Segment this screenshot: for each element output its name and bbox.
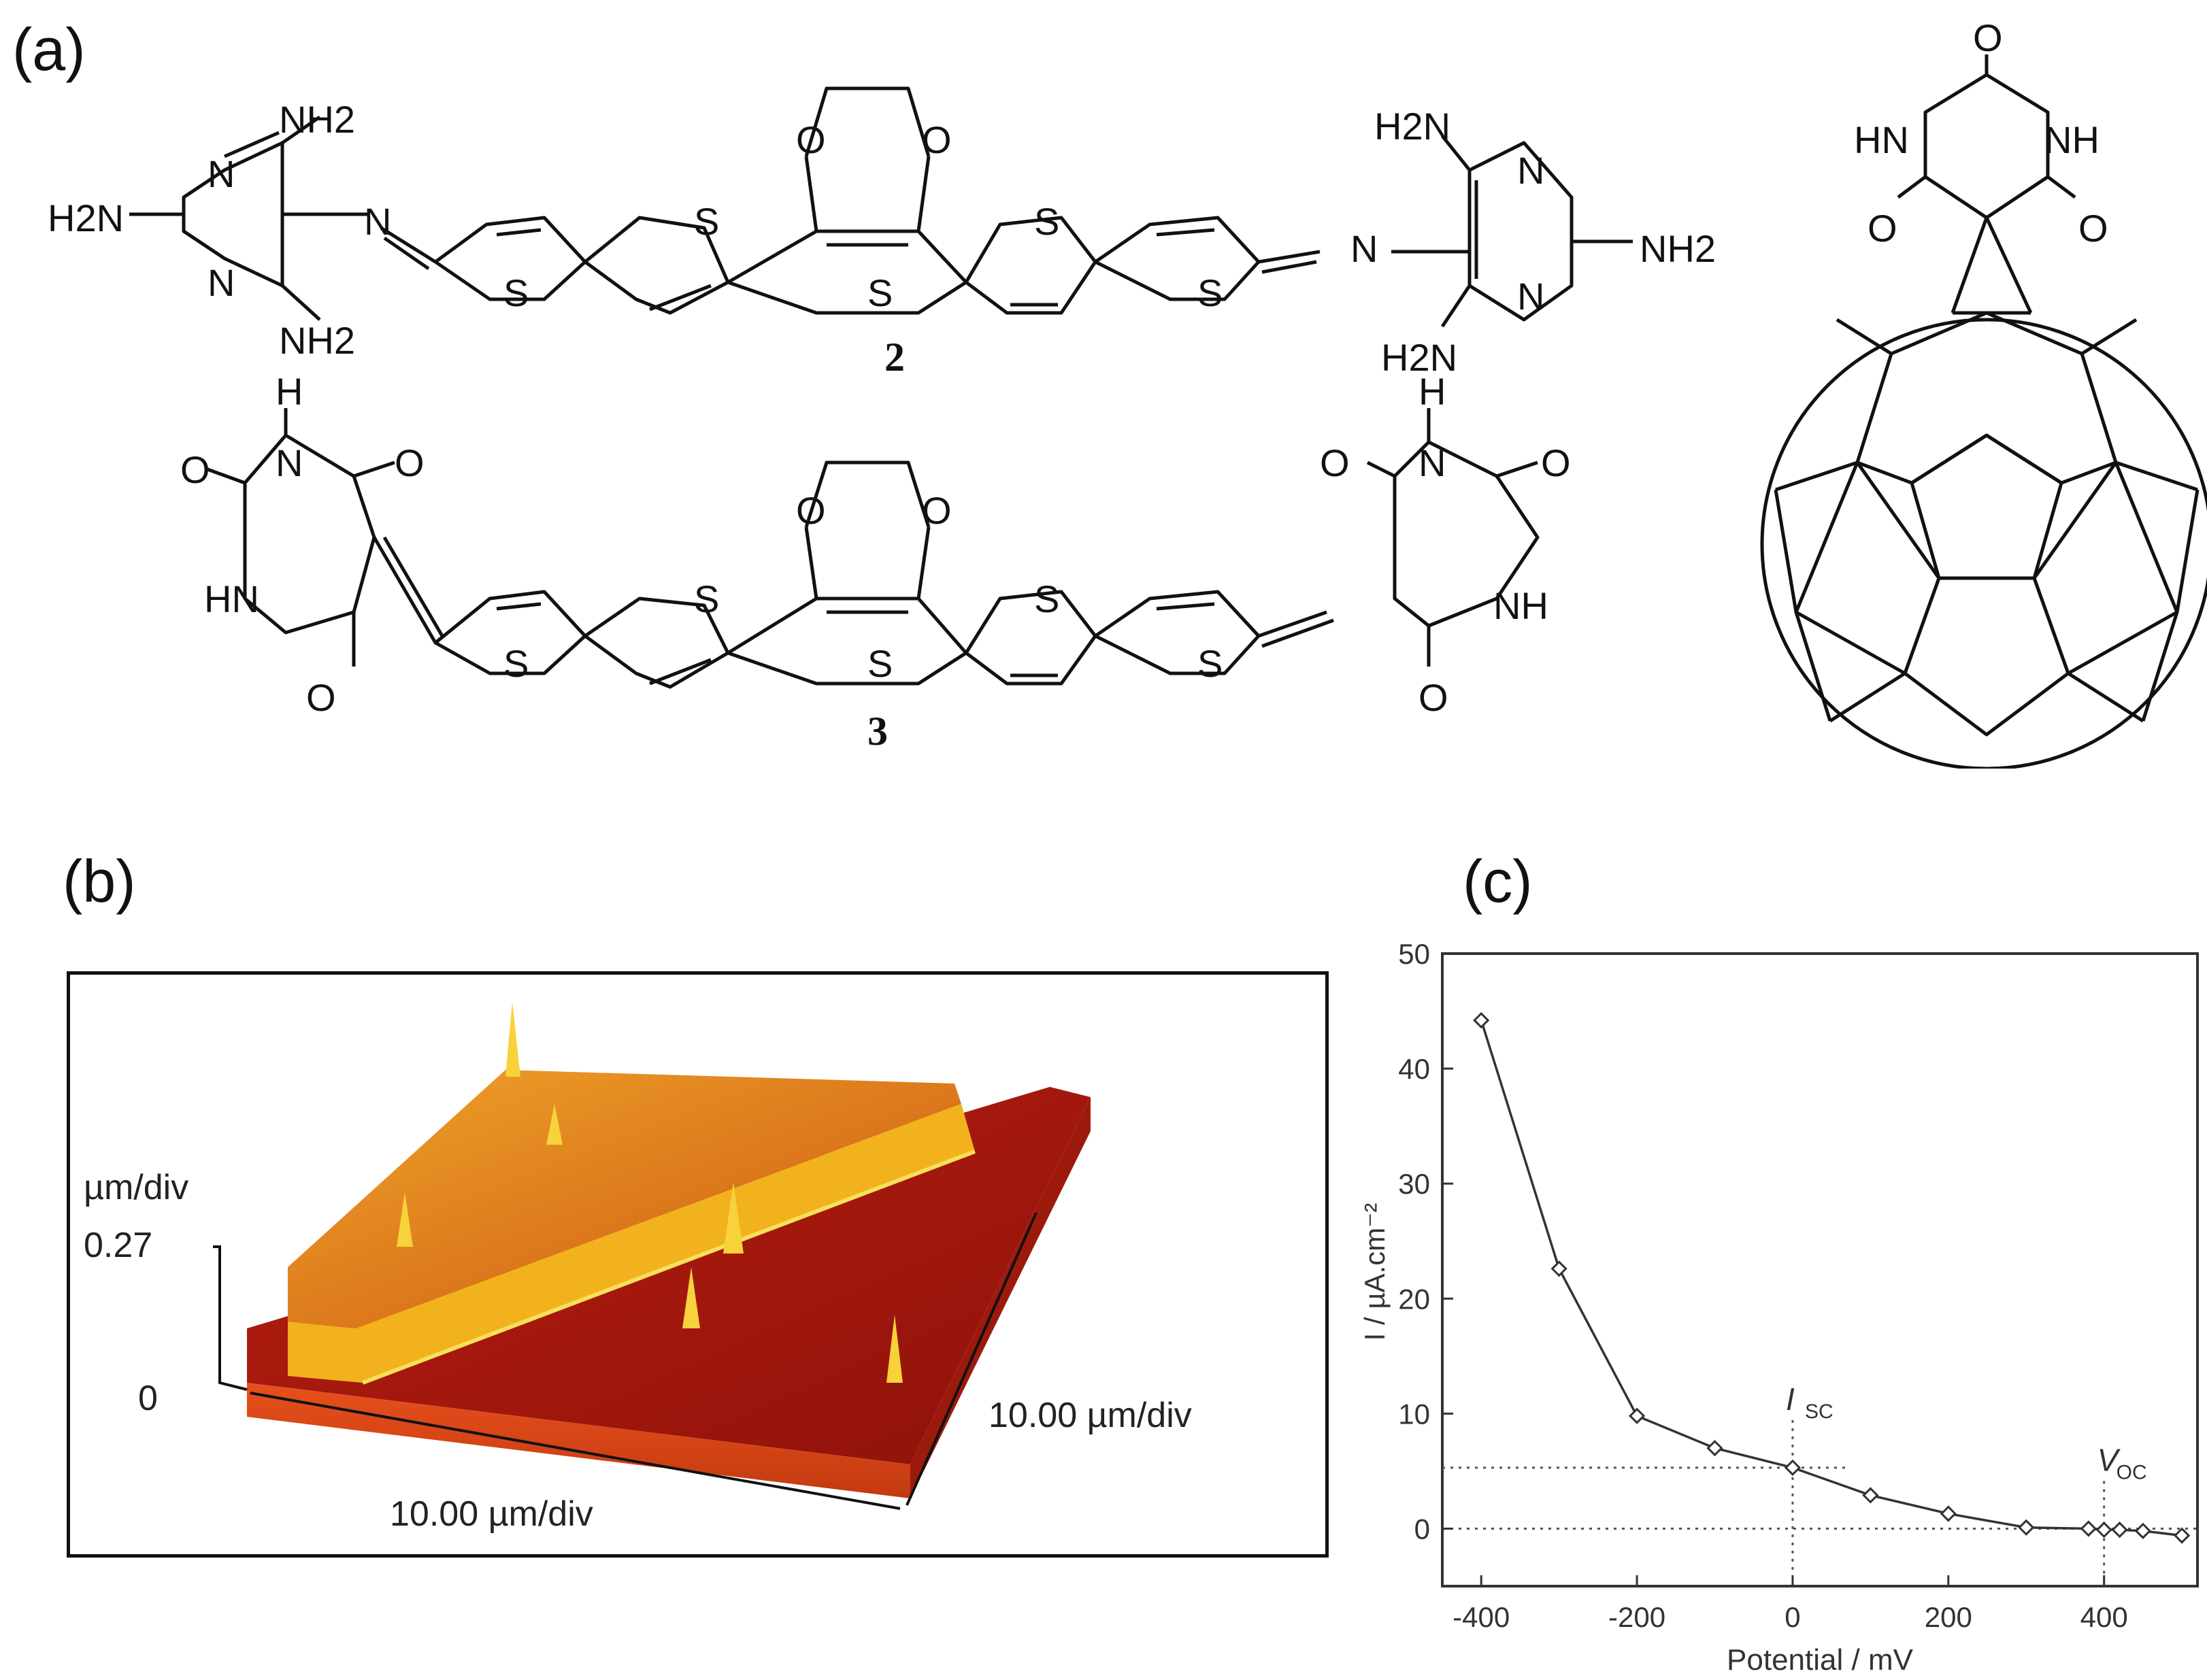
afm-topography: µm/div 0.27 0 10.00 µm/div 10.00 µm/div (84, 1002, 1192, 1534)
atom-label: H (1418, 370, 1446, 413)
x-tick-label: -400 (1453, 1601, 1510, 1633)
atom-label: S (1034, 200, 1059, 243)
chart-reference-lines (1442, 1419, 2197, 1586)
atom-label: O (2078, 207, 2108, 250)
atom-label: H (276, 370, 303, 413)
atom-label: H2N (48, 197, 124, 239)
atom-label: N (208, 152, 235, 195)
chart-ticks: -400 -200 0 200 400 0 10 20 30 40 50 (1398, 938, 2127, 1633)
panel-label-c: (c) (1463, 847, 1533, 915)
atom-label: N (1517, 149, 1544, 192)
atom-label: O (306, 676, 336, 719)
atom-label: S (694, 200, 719, 243)
atom-label: N (1350, 227, 1378, 270)
atom-label: S (867, 642, 893, 685)
atom-label: N (364, 200, 391, 243)
atom-label: N (208, 261, 235, 304)
x-tick-label: -200 (1608, 1601, 1665, 1633)
atom-label: O (180, 448, 210, 491)
atom-label: O (796, 489, 826, 532)
atom-label: H2N (1381, 336, 1457, 379)
atom-label: N (1418, 441, 1446, 484)
y-tick-label: 0 (1414, 1513, 1430, 1545)
afm-x-scale: 10.00 µm/div (390, 1494, 593, 1534)
atom-label: O (1868, 207, 1897, 250)
atom-label: NH2 (279, 98, 355, 141)
chart-y-label: I / µA.cm⁻² (1359, 1203, 1391, 1341)
afm-y-scale: 10.00 µm/div (989, 1396, 1192, 1435)
afm-z-min: 0 (138, 1379, 158, 1418)
afm-z-max: 0.27 (84, 1226, 152, 1265)
atom-label: S (1197, 271, 1223, 314)
atom-label: S (694, 577, 719, 620)
data-point (1706, 1439, 1723, 1457)
atom-label: O (922, 489, 952, 532)
atom-label: O (1418, 676, 1448, 719)
atom-label: S (1197, 642, 1223, 685)
chart-annotations: I SC VOC (1786, 1381, 2147, 1484)
data-point (1628, 1407, 1646, 1424)
y-tick-label: 20 (1398, 1283, 1430, 1315)
data-point (2018, 1519, 2035, 1536)
data-point (1940, 1505, 1957, 1522)
atom-label: O (1320, 441, 1350, 484)
atom-label: NH (2044, 118, 2100, 161)
atom-label: S (503, 642, 529, 685)
panel-label-a: (a) (12, 16, 86, 83)
atom-label: HN (204, 577, 259, 620)
data-point (2173, 1527, 2191, 1544)
compound-label-2: 2 (884, 335, 905, 380)
chart-x-label: Potential / mV (1727, 1643, 1914, 1677)
data-point (2080, 1520, 2097, 1537)
y-tick-label: 10 (1398, 1398, 1430, 1430)
chemical-structures: NH2 H2N NH2 N N N O O S S S S S N H2N N … (48, 16, 2207, 769)
atom-label: NH (1493, 584, 1548, 627)
data-point (1550, 1260, 1567, 1277)
data-point (1473, 1011, 1490, 1029)
atom-label: N (276, 441, 303, 484)
atom-label: S (867, 271, 893, 314)
chart-series (1473, 1011, 2191, 1544)
annotation-label: V (2097, 1442, 2121, 1477)
y-tick-label: 30 (1398, 1168, 1430, 1200)
atom-label: HN (1854, 118, 1909, 161)
afm-image-frame: µm/div 0.27 0 10.00 µm/div 10.00 µm/div (67, 971, 1329, 1558)
atom-label: NH2 (279, 319, 355, 362)
compound-label-4: 4 (1976, 767, 1997, 769)
atom-label: N (1517, 275, 1544, 318)
compound-label-3: 3 (867, 709, 888, 754)
x-tick-label: 200 (1925, 1601, 1972, 1633)
panel-label-b: (b) (63, 847, 136, 915)
atom-label: H2N (1374, 105, 1450, 148)
x-tick-label: 400 (2080, 1601, 2128, 1633)
annotation-subscript: SC (1805, 1400, 1833, 1423)
atom-label: O (1973, 16, 2003, 59)
data-point (1862, 1487, 1879, 1504)
data-point (1784, 1459, 1802, 1476)
afm-z-unit: µm/div (84, 1168, 188, 1207)
data-point (2095, 1522, 2112, 1539)
atom-label: O (922, 118, 952, 161)
atom-label: O (796, 118, 826, 161)
chart-plot-frame (1441, 952, 2199, 1587)
data-point (2111, 1522, 2128, 1539)
atom-label: S (1034, 577, 1059, 620)
annotation-subscript: OC (2117, 1461, 2147, 1483)
y-tick-label: 40 (1398, 1053, 1430, 1085)
iv-chart: -400 -200 0 200 400 0 10 20 30 40 50 I SC VOC Potent… (1359, 938, 2199, 1677)
atom-label: NH2 (1640, 227, 1716, 270)
atom-label: O (1541, 441, 1571, 484)
atom-label: S (503, 271, 529, 314)
iv-series-line (1480, 1020, 2183, 1537)
y-tick-label: 50 (1398, 938, 1430, 970)
annotation-label: I (1786, 1381, 1795, 1417)
atom-label: O (395, 441, 425, 484)
x-tick-label: 0 (1785, 1601, 1800, 1633)
data-point (2134, 1522, 2152, 1539)
